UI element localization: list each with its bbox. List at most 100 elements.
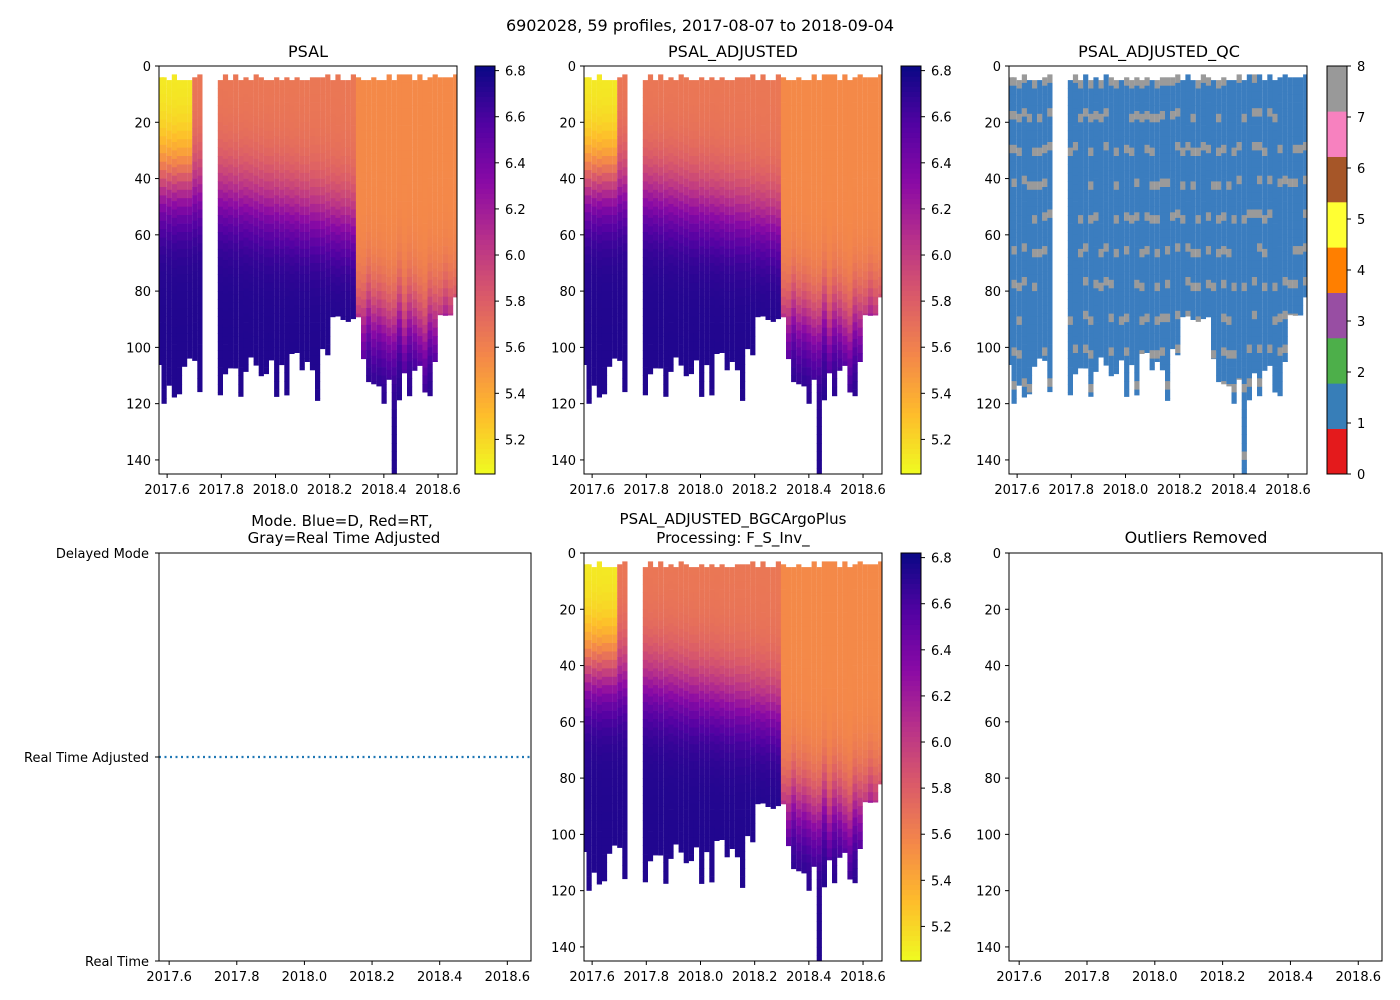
heat-cell <box>724 156 730 165</box>
heat-cell <box>811 209 817 219</box>
heat-cell <box>780 195 787 205</box>
heat-cell <box>760 142 766 151</box>
heat-cell <box>683 102 689 112</box>
heat-cell <box>233 91 239 101</box>
heat-cell <box>857 260 863 269</box>
heat-cell <box>729 172 735 182</box>
heat-cell <box>284 94 290 103</box>
heat-cell <box>586 398 592 404</box>
heat-cell <box>755 240 761 250</box>
heat-cell <box>745 229 751 238</box>
heat-cell <box>601 80 608 89</box>
heat-cell <box>663 257 669 267</box>
heat-cell <box>796 305 802 314</box>
heat-cell <box>673 164 679 174</box>
heat-cell <box>596 201 602 210</box>
y-tick-label: 40 <box>134 173 151 188</box>
heat-cell <box>862 288 868 298</box>
heat-cell <box>315 195 321 205</box>
heat-cell <box>396 91 402 101</box>
heat-cell <box>601 282 608 292</box>
heat-cell <box>176 291 183 300</box>
heat-cell <box>1037 156 1043 165</box>
heat-cell <box>1088 240 1094 250</box>
heat-cell <box>734 229 741 238</box>
heat-cell <box>330 97 336 106</box>
heat-cell <box>1108 136 1114 146</box>
heat-cell <box>263 88 269 98</box>
heat-cell <box>1072 116 1079 126</box>
heat-cell <box>622 378 628 388</box>
heat-cell <box>412 333 418 343</box>
heat-cell <box>217 291 223 300</box>
heat-cell <box>258 136 264 146</box>
heat-cell <box>811 285 817 295</box>
heat-cell <box>386 167 392 177</box>
heat-cell <box>1134 94 1140 103</box>
heat-cell <box>294 178 300 188</box>
heat-cell <box>704 240 710 250</box>
heat-cell <box>442 237 448 247</box>
heat-cell <box>1134 187 1140 196</box>
heat-cell <box>750 251 756 261</box>
heat-cell <box>821 378 827 388</box>
heat-cell <box>755 248 761 258</box>
heat-cell <box>1032 156 1038 165</box>
heat-cell <box>233 184 239 193</box>
heat-cell <box>366 274 372 283</box>
heat-cell <box>315 85 321 95</box>
heat-cell <box>1021 158 1027 168</box>
heat-cell <box>171 82 177 92</box>
heat-cell <box>289 113 295 123</box>
heat-cell <box>407 268 413 278</box>
heat-cell <box>309 347 316 357</box>
heat-cell <box>1037 265 1043 275</box>
heat-cell <box>791 232 797 241</box>
heat-cell <box>350 310 356 320</box>
heat-cell <box>371 220 377 230</box>
heat-cell <box>683 254 689 264</box>
heat-cell <box>340 232 346 241</box>
heat-cell <box>330 164 336 174</box>
heat-cell <box>806 198 812 207</box>
heat-cell <box>1108 279 1114 289</box>
heat-cell <box>166 113 172 123</box>
heat-cell <box>361 181 367 191</box>
heat-cell <box>217 282 223 292</box>
heat-cell <box>1078 232 1084 241</box>
heat-cell <box>873 111 879 120</box>
heat-cell <box>801 232 807 241</box>
heat-cell <box>842 150 848 160</box>
heat-cell <box>192 237 198 247</box>
heat-cell <box>386 378 392 380</box>
heat-cell <box>873 313 879 316</box>
heat-cell <box>709 94 715 103</box>
heat-cell <box>294 161 300 171</box>
heat-cell <box>320 338 326 348</box>
heat-cell <box>1083 133 1089 143</box>
heat-cell <box>407 209 413 219</box>
heat-cell <box>243 364 249 372</box>
heat-cell <box>642 139 648 148</box>
heat-cell <box>622 217 628 227</box>
heat-cell <box>243 111 249 120</box>
heat-cell <box>253 133 259 143</box>
heat-cell <box>683 355 689 365</box>
heat-cell <box>1134 203 1140 213</box>
heat-cell <box>617 305 623 314</box>
heat-cell <box>166 156 172 165</box>
heat-cell <box>192 254 198 264</box>
heat-cell <box>437 237 443 247</box>
heat-cell <box>832 217 838 227</box>
colorbar-strip <box>475 91 495 97</box>
heat-cell <box>176 139 183 148</box>
heat-cell <box>391 417 397 427</box>
heat-cell <box>862 271 868 281</box>
heat-cell <box>268 248 275 258</box>
heat-cell <box>166 265 172 275</box>
heat-cell <box>647 369 654 375</box>
colorbar-strip <box>475 402 495 409</box>
heat-cell <box>586 119 592 129</box>
heat-cell <box>607 299 613 309</box>
heat-cell <box>704 156 710 165</box>
